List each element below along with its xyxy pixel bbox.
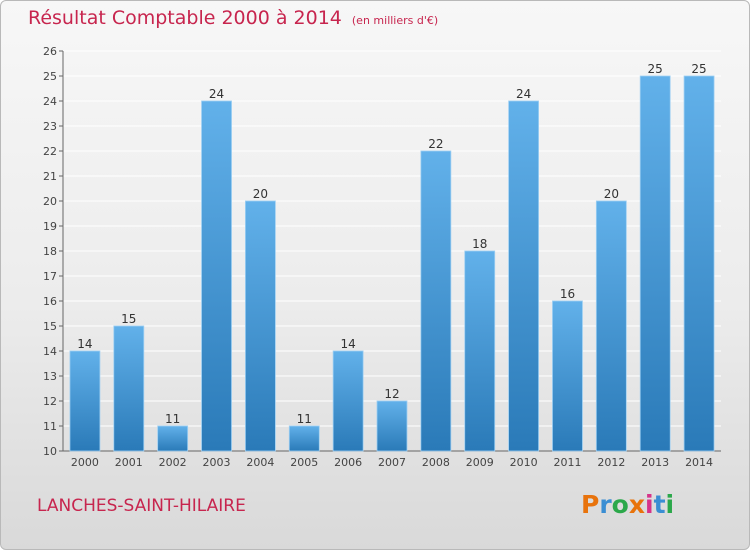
unit-label: (en milliers d'€) xyxy=(351,14,439,27)
logo-letter: i xyxy=(645,490,654,519)
x-tick-label: 2004 xyxy=(246,456,274,469)
data-label: 25 xyxy=(691,62,706,76)
bar-2009 xyxy=(464,251,495,451)
data-labels: 14 15 11 24 20 11 14 12 22 18 24 16 20 25 25 xyxy=(77,62,706,426)
data-label: 20 xyxy=(604,187,619,201)
data-label: 14 xyxy=(340,337,355,351)
y-tick-label: 19 xyxy=(43,220,57,233)
x-tick-label: 2006 xyxy=(334,456,362,469)
y-tick-label: 11 xyxy=(43,420,57,433)
y-tick-label: 17 xyxy=(43,270,57,283)
bar-2002 xyxy=(157,426,188,451)
bar-2014 xyxy=(684,76,715,451)
y-tick-label: 16 xyxy=(43,295,57,308)
x-tick-label: 2005 xyxy=(290,456,318,469)
bar-2007 xyxy=(377,401,407,451)
y-axis-ticks: 10 11 12 13 14 15 16 17 18 19 20 21 22 23 24 25 26 xyxy=(43,45,63,458)
logo-letter: P xyxy=(581,490,600,519)
data-label: 12 xyxy=(384,387,399,401)
x-tick-label: 2014 xyxy=(685,456,713,469)
bar-2012 xyxy=(596,201,627,451)
x-tick-label: 2013 xyxy=(641,456,669,469)
proxiti-logo: Proxiti xyxy=(581,490,674,519)
y-tick-label: 23 xyxy=(43,120,57,133)
chart-title: Résultat Comptable 2000 à 2014 (en millie… xyxy=(28,7,438,29)
data-label: 24 xyxy=(209,87,224,101)
y-tick-label: 14 xyxy=(43,345,57,358)
y-tick-label: 13 xyxy=(43,370,57,383)
y-tick-label: 26 xyxy=(43,45,57,58)
bar-2006 xyxy=(333,351,364,451)
x-tick-label: 2002 xyxy=(159,456,187,469)
bar-outline xyxy=(420,150,452,452)
commune-name: LANCHES-SAINT-HILAIRE xyxy=(37,496,246,516)
bar-outline xyxy=(552,300,583,452)
data-label: 25 xyxy=(648,62,663,76)
x-tick-label: 2012 xyxy=(597,456,625,469)
bar-2011 xyxy=(552,301,583,451)
bar-outline xyxy=(639,75,671,452)
logo-letter: i xyxy=(665,490,675,519)
x-tick-label: 2009 xyxy=(466,456,494,469)
y-tick-label: 10 xyxy=(43,445,57,458)
bar-outline xyxy=(157,425,189,452)
bar-2005 xyxy=(289,426,320,451)
bar-2003 xyxy=(201,101,232,451)
bar-outline xyxy=(69,350,101,452)
bar-2001 xyxy=(113,326,144,451)
y-tick-label: 24 xyxy=(43,95,57,108)
x-tick-label: 2008 xyxy=(422,456,450,469)
logo-letter: r xyxy=(599,490,612,519)
logo-letter: t xyxy=(653,490,666,519)
data-label: 14 xyxy=(77,337,92,351)
logo-letter: x xyxy=(628,490,645,519)
y-tick-label: 22 xyxy=(43,145,57,158)
data-label: 18 xyxy=(472,237,487,251)
y-tick-label: 21 xyxy=(43,170,57,183)
bar-outline xyxy=(244,200,276,452)
bar-2013 xyxy=(640,76,671,451)
bar-outline xyxy=(201,100,232,452)
bar-outline xyxy=(332,350,364,452)
bar-2000 xyxy=(69,351,100,451)
x-tick-label: 2010 xyxy=(510,456,538,469)
y-tick-label: 12 xyxy=(43,395,57,408)
bar-outline xyxy=(376,400,408,452)
y-tick-label: 15 xyxy=(43,320,57,333)
bar-outline xyxy=(464,250,496,452)
bar-outline xyxy=(288,425,320,452)
data-label: 16 xyxy=(560,287,575,301)
x-tick-label: 2003 xyxy=(203,456,231,469)
bar-outline xyxy=(683,75,715,452)
bars xyxy=(69,75,715,452)
bar-2004 xyxy=(245,201,276,451)
x-tick-label: 2007 xyxy=(378,456,406,469)
data-label: 11 xyxy=(297,412,312,426)
data-label: 24 xyxy=(516,87,531,101)
bar-outline xyxy=(508,100,540,452)
bar-2008 xyxy=(420,151,451,451)
bar-outline xyxy=(113,325,145,452)
x-axis-ticks: 2000 2001 2002 2003 2004 2005 2006 2007 2008 2009… xyxy=(71,456,713,469)
data-label: 22 xyxy=(428,137,443,151)
data-label: 11 xyxy=(165,412,180,426)
data-label: 15 xyxy=(121,312,136,326)
data-label: 20 xyxy=(253,187,268,201)
y-tick-label: 20 xyxy=(43,195,57,208)
x-tick-label: 2001 xyxy=(115,456,143,469)
x-tick-label: 2011 xyxy=(553,456,581,469)
bar-2010 xyxy=(508,101,539,451)
title-text: Résultat Comptable 2000 à 2014 xyxy=(28,7,342,29)
bar-outline xyxy=(595,200,627,452)
y-tick-label: 18 xyxy=(43,245,57,258)
x-tick-label: 2000 xyxy=(71,456,99,469)
y-tick-label: 25 xyxy=(43,70,57,83)
logo-letter: o xyxy=(611,490,629,519)
